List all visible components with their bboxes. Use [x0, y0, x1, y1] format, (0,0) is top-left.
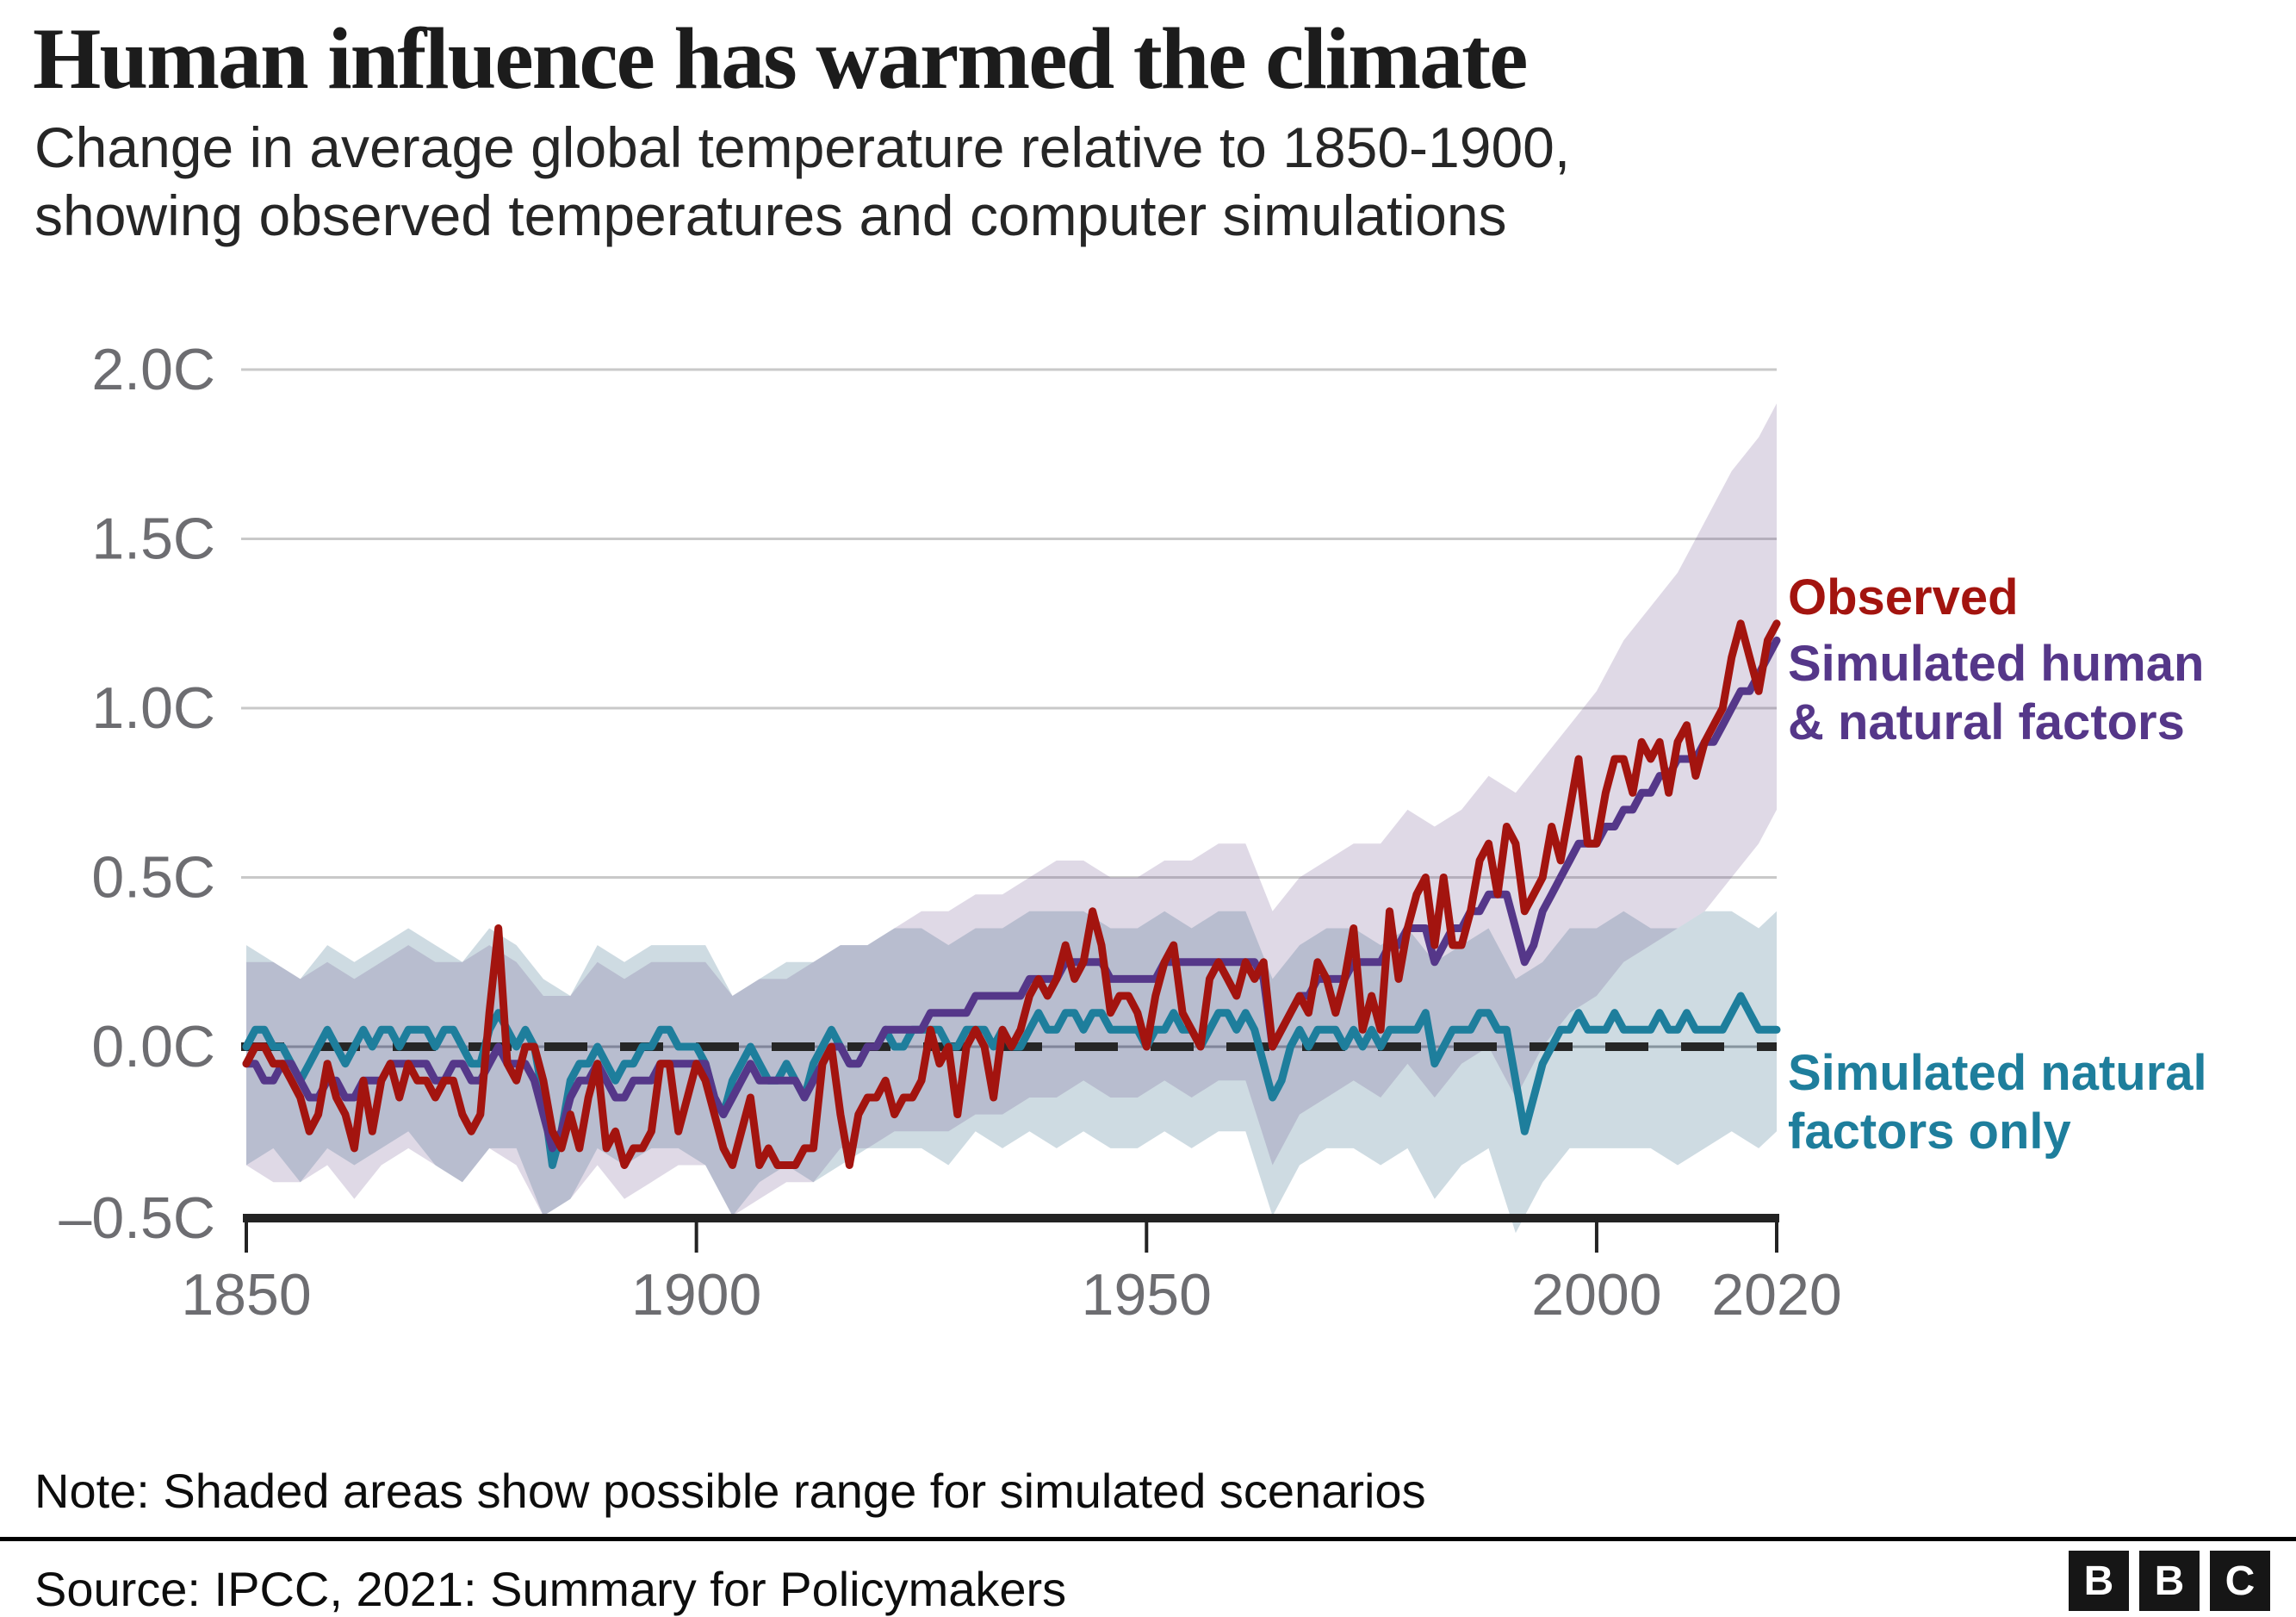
observed-line — [242, 619, 1781, 1169]
bbc-logo-square: C — [2210, 1551, 2270, 1611]
source-credit: Source: IPCC, 2021: Summary for Policyma… — [34, 1562, 1067, 1616]
x-tick-label-1950: 1950 — [1082, 1262, 1212, 1328]
page-subtitle: Change in average global temperature rel… — [34, 115, 1571, 247]
page-title: Human influence has warmed the climate — [33, 10, 1528, 108]
bbc-logo: B B C — [2069, 1551, 2270, 1611]
y-tick-label-1.0C: 1.0C — [91, 675, 215, 741]
y-tick-label-2.0C: 2.0C — [91, 337, 215, 402]
y-tick-label-0.0C: 0.0C — [91, 1014, 215, 1079]
x-tick-label-1900: 1900 — [631, 1262, 761, 1328]
x-tick-label-1850: 1850 — [181, 1262, 311, 1328]
human-uncertainty-band — [246, 403, 1777, 1216]
y-tick-label-1.5C: 1.5C — [91, 507, 215, 572]
y-tick-label-0.5C: 0.5C — [91, 845, 215, 911]
footnote: Note: Shaded areas show possible range f… — [34, 1464, 1426, 1518]
human-line — [242, 636, 1781, 1153]
y-tick-label-–0.5C: –0.5C — [59, 1185, 215, 1251]
legend-label-simulated-human-natural: Simulated human & natural factors — [1788, 636, 2205, 750]
x-tick-label-2020: 2020 — [1711, 1262, 1841, 1328]
bbc-logo-square: B — [2069, 1551, 2129, 1611]
legend-label-simulated-natural-only: Simulated natural factors only — [1788, 1045, 2207, 1160]
bbc-logo-square: B — [2139, 1551, 2200, 1611]
x-tick-label-2000: 2000 — [1531, 1262, 1661, 1328]
legend-label-observed: Observed — [1788, 569, 2019, 625]
footer-divider — [0, 1537, 2296, 1541]
